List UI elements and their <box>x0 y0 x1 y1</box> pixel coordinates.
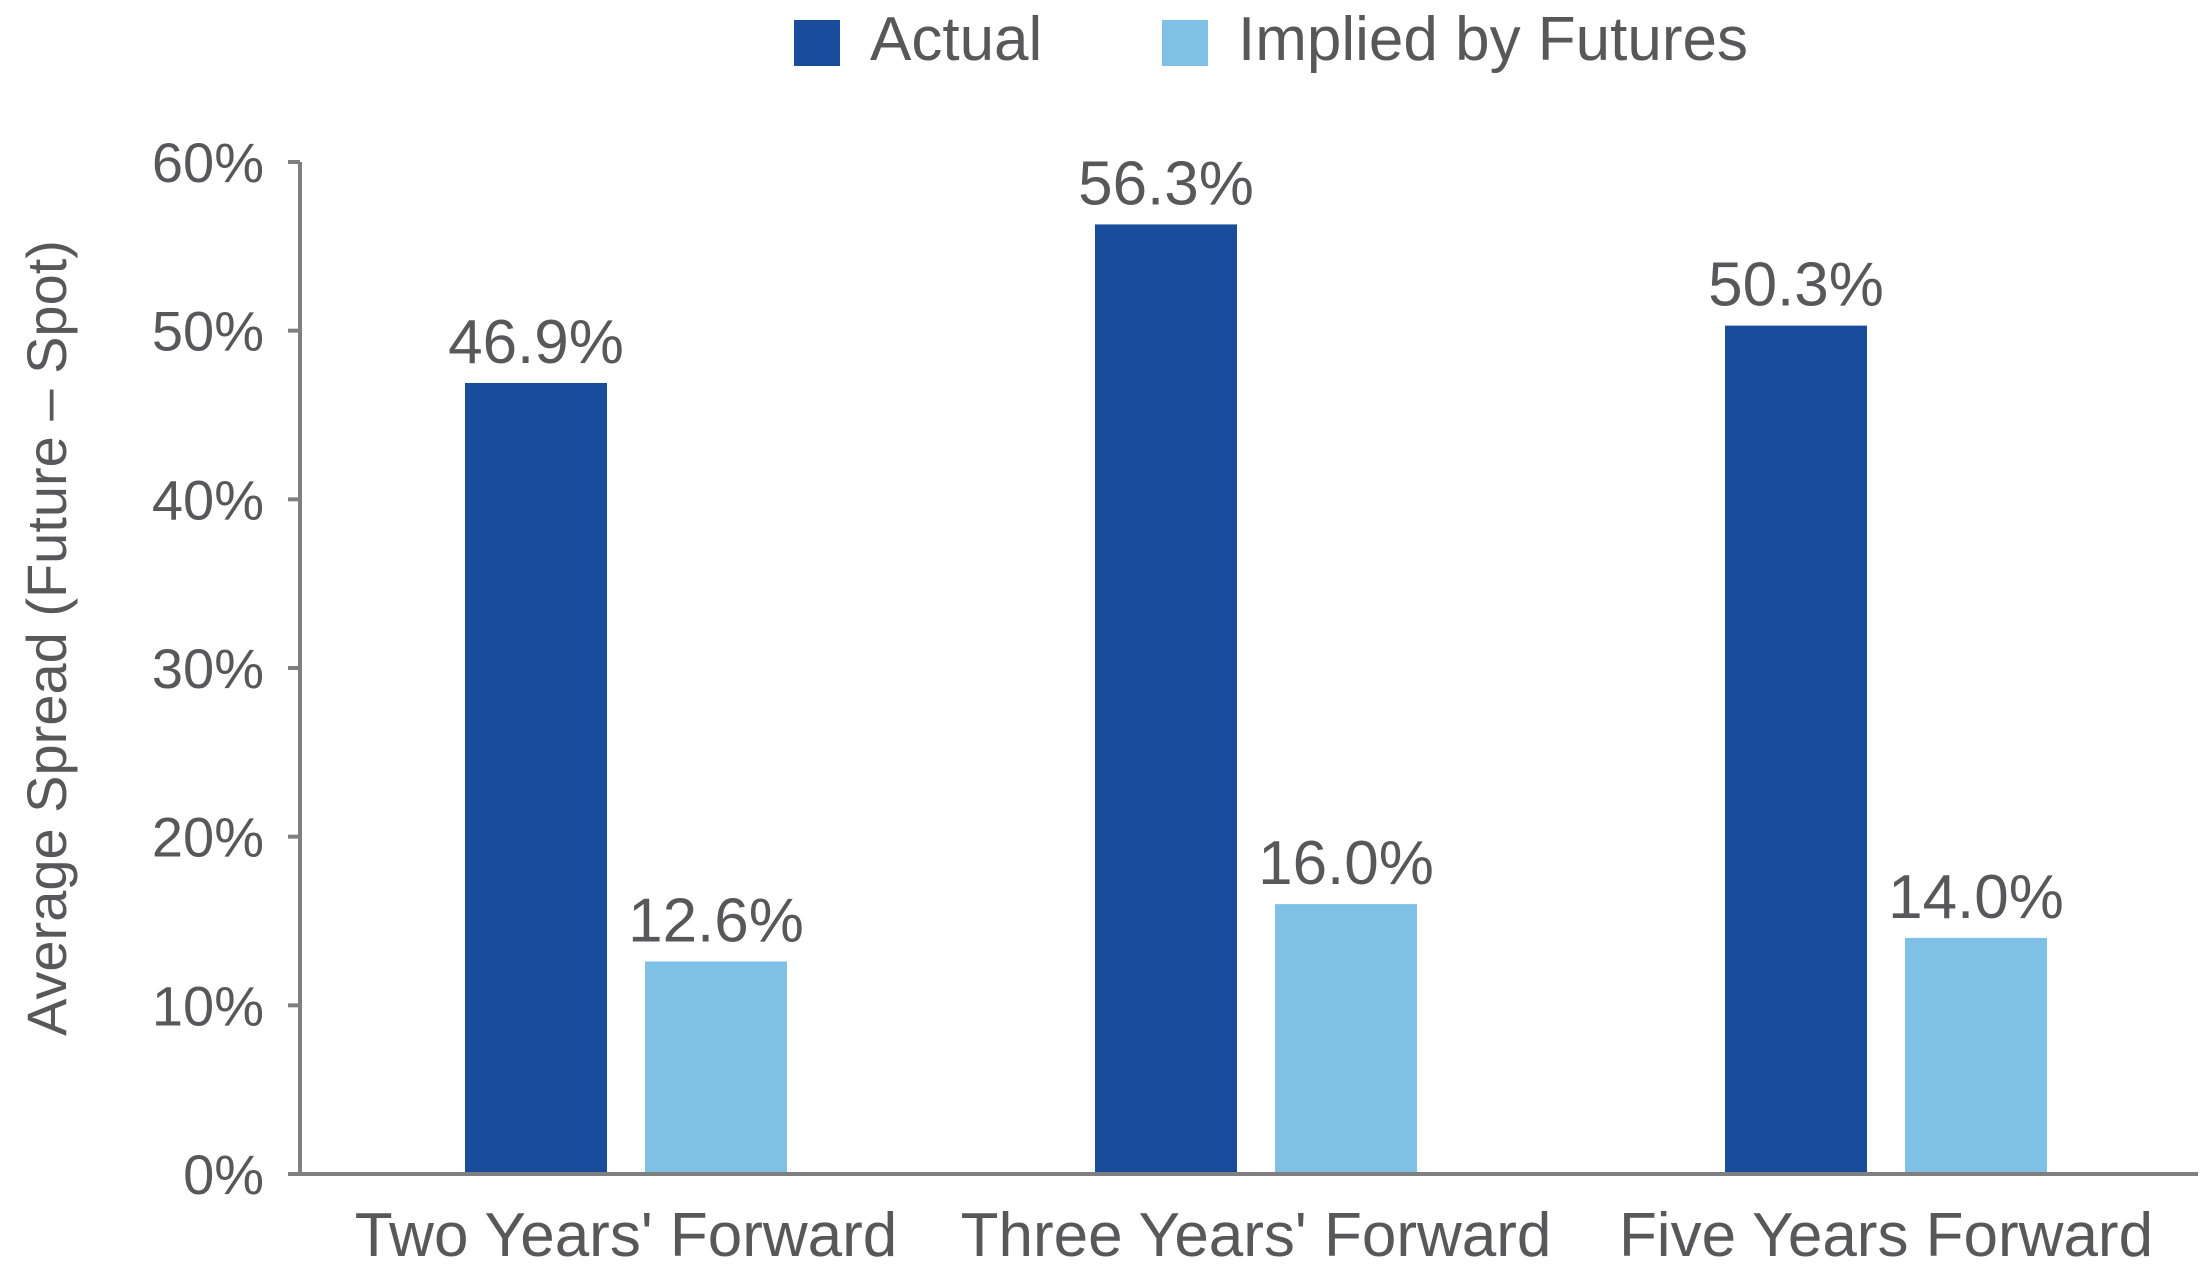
x-tick-label: Three Years' Forward <box>961 1201 1552 1270</box>
legend-swatch-implied <box>1162 20 1208 66</box>
data-label: 56.3% <box>1078 149 1254 218</box>
data-label: 16.0% <box>1258 829 1434 898</box>
data-labels: 46.9% 12.6% 56.3% 16.0% 50.3% 14.0% <box>448 149 2064 955</box>
y-axis-ticks: 0% 10% 20% 30% 40% 50% 60% <box>152 131 300 1206</box>
bar-implied <box>645 961 787 1174</box>
bar-actual <box>1725 325 1867 1174</box>
data-label: 46.9% <box>448 308 624 377</box>
y-tick-label: 50% <box>152 300 264 363</box>
y-axis-title: Average Spread (Future – Spot) <box>15 240 78 1036</box>
bar-actual <box>1095 224 1237 1174</box>
legend: Actual Implied by Futures <box>794 5 1748 74</box>
legend-swatch-actual <box>794 20 840 66</box>
bar-implied <box>1905 937 2047 1174</box>
y-tick-label: 60% <box>152 131 264 194</box>
bar-actual <box>465 382 607 1174</box>
x-tick-label: Five Years Forward <box>1619 1201 2153 1270</box>
x-axis-labels: Two Years' Forward Three Years' Forward Fi… <box>355 1201 2153 1270</box>
y-tick-label: 0% <box>183 1143 264 1206</box>
data-label: 14.0% <box>1888 863 2064 932</box>
legend-label-implied: Implied by Futures <box>1238 5 1748 74</box>
bars <box>465 224 2047 1174</box>
y-tick-label: 30% <box>152 637 264 700</box>
data-label: 50.3% <box>1708 251 1884 320</box>
y-tick-label: 40% <box>152 468 264 531</box>
x-tick-label: Two Years' Forward <box>355 1201 898 1270</box>
bar-implied <box>1275 904 1417 1174</box>
legend-label-actual: Actual <box>870 5 1042 74</box>
y-tick-label: 20% <box>152 806 264 869</box>
y-tick-label: 10% <box>152 974 264 1037</box>
data-label: 12.6% <box>628 886 804 955</box>
